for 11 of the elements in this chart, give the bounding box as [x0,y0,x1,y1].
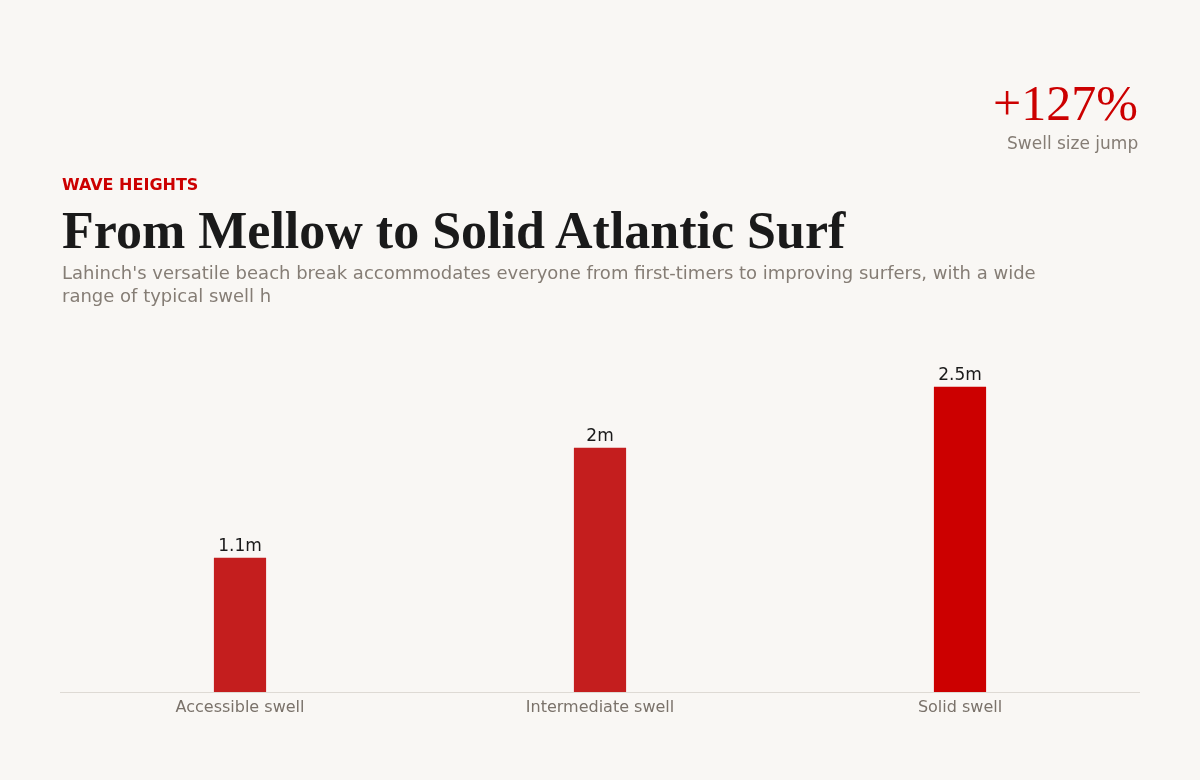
data-label: 2.5m [938,363,982,384]
text: Swell size jump [1007,133,1139,153]
x-tick-label: Accessible swell [175,697,305,717]
x-tick-label: Solid swell [917,697,1003,717]
chart-subtitle: Lahinch's versatile beach break accommodates everyone from first-timers to improving surfers, with a wide range of typical swell h [62,262,1036,307]
x-tick-label: Intermediate swell [525,697,675,717]
text: WAVE HEIGHTS [62,175,199,194]
chart-title: From Mellow to Solid Atlantic Surf [62,202,847,259]
text: +127% [993,75,1138,131]
data-label: 1.1m [218,534,262,555]
data-label: 2m [586,424,614,445]
